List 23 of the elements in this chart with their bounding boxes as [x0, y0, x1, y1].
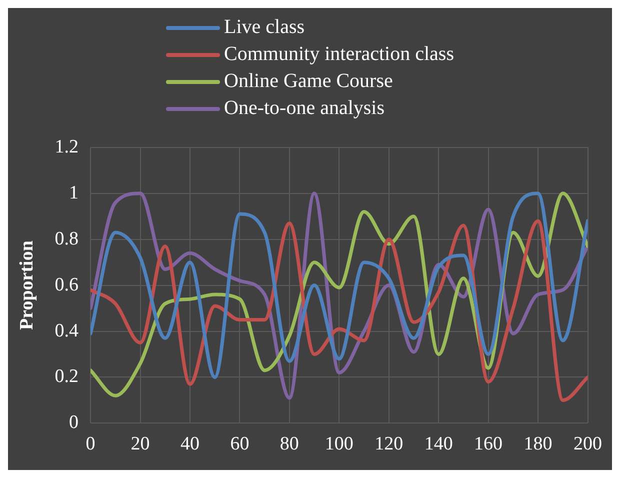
legend-label: Community interaction class	[224, 43, 454, 66]
y-axis-title: Proportion	[16, 240, 38, 330]
x-tick-label: 180	[524, 434, 552, 455]
legend-label: One-to-one analysis	[224, 97, 385, 120]
y-tick-label: 0.8	[54, 228, 79, 250]
x-tick-label: 200	[574, 434, 602, 455]
x-tick-label: 120	[374, 434, 404, 455]
x-tick-label: 40	[180, 434, 200, 455]
legend-label: Online Game Course	[224, 70, 393, 93]
y-tick-label: 0	[69, 412, 79, 434]
x-tick-label: 160	[474, 434, 503, 455]
y-tick-label: 0.6	[54, 274, 79, 296]
x-tick-label: 0	[86, 434, 96, 455]
legend-label: Live class	[224, 16, 305, 39]
y-tick-label: 0.4	[54, 320, 80, 342]
y-tick-label: 1.2	[54, 136, 79, 158]
x-tick-label: 140	[424, 434, 453, 455]
y-tick-label: 0.2	[54, 366, 79, 388]
x-tick-label: 80	[280, 434, 299, 455]
y-tick-label: 1	[69, 182, 79, 204]
x-tick-label: 60	[230, 434, 250, 455]
x-tick-label: 20	[130, 434, 150, 455]
x-tick-label: 100	[324, 434, 354, 455]
